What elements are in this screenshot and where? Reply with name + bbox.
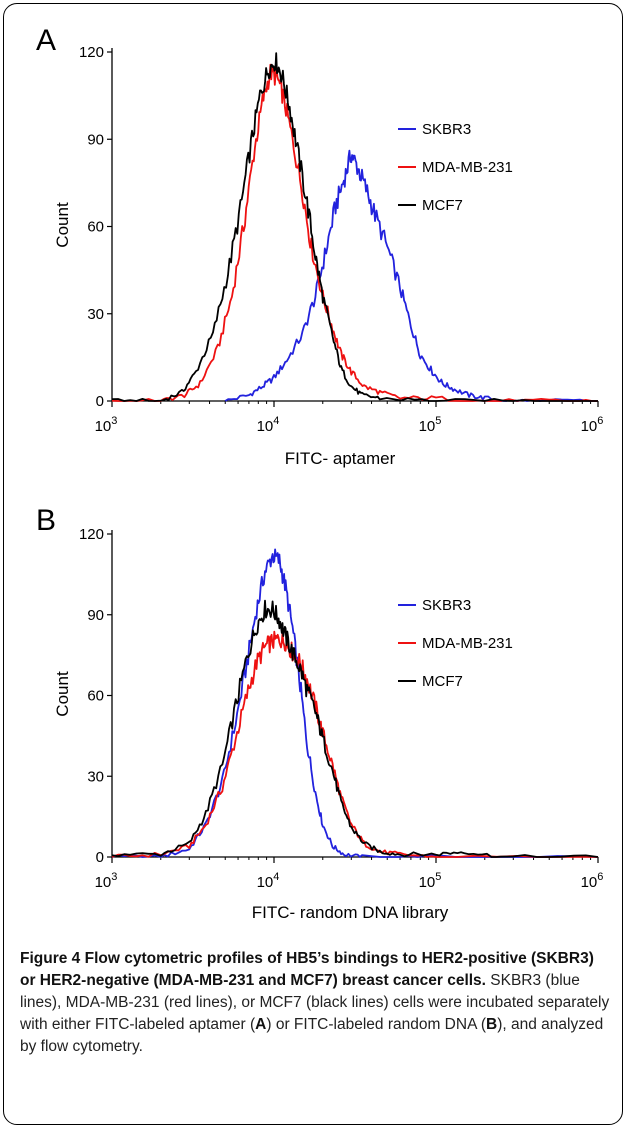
caption-ref-b: B	[486, 1016, 498, 1033]
caption-text-3: ), and analyzed by flow cytometry.	[20, 1016, 604, 1055]
caption-text-1: SKBR3 (blue lines), MDA-MB-231 (red line…	[20, 972, 610, 1033]
y-tick-label: 60	[87, 688, 104, 705]
legend-label: MDA-MB-231	[422, 635, 513, 652]
y-tick-label: 120	[79, 44, 104, 61]
x-tick-label: 105	[419, 415, 442, 435]
x-tick-label: 103	[95, 415, 118, 435]
legend-label: SKBR3	[422, 121, 471, 138]
x-tick-label: 106	[581, 415, 604, 435]
y-axis-label: Count	[53, 671, 72, 717]
x-tick-label: 104	[257, 415, 280, 435]
legend-label: MCF7	[422, 197, 463, 214]
series-line-mda-mb-231	[111, 630, 599, 858]
x-tick-label: 105	[419, 871, 442, 891]
legend-label: MCF7	[422, 673, 463, 690]
series-line-skbr3	[111, 548, 599, 858]
caption-title: Figure 4 Flow cytometric profiles of HB5…	[20, 950, 594, 989]
chart-panel-b: B 0 30 60 90 120 103 104 105 106 FITC- random DNA …	[36, 504, 603, 922]
y-tick-label: 30	[87, 306, 104, 323]
series-line-mda-mb-231	[111, 63, 598, 402]
series-line-mcf7	[111, 599, 599, 858]
caption-text-2: ) or FITC-labeled random DNA (	[266, 1016, 487, 1033]
panel-label: B	[36, 504, 56, 537]
series-line-skbr3	[224, 149, 598, 402]
caption-ref-a: A	[255, 1016, 267, 1033]
figure-caption: Figure 4 Flow cytometric profiles of HB5…	[20, 948, 610, 1058]
figure-charts: A 0 30 60 90 120 103 104 105 106 FITC- aptamer Coun…	[36, 24, 603, 922]
legend-label: SKBR3	[422, 597, 471, 614]
figure-frame	[3, 3, 623, 1125]
x-axis-label: FITC- random DNA library	[252, 903, 449, 922]
chart-panel-a: A 0 30 60 90 120 103 104 105 106 FITC- aptamer Coun…	[36, 24, 603, 468]
x-axis-label: FITC- aptamer	[285, 449, 396, 468]
y-tick-label: 0	[96, 849, 104, 866]
y-tick-label: 120	[79, 526, 104, 543]
x-tick-label: 103	[95, 871, 118, 891]
y-tick-label: 30	[87, 768, 104, 785]
y-axis-label: Count	[53, 202, 72, 248]
y-tick-label: 90	[87, 131, 104, 148]
x-tick-label: 106	[581, 871, 604, 891]
panel-label: A	[36, 24, 56, 57]
legend-label: MDA-MB-231	[422, 159, 513, 176]
series-line-mcf7	[111, 52, 598, 402]
y-tick-label: 0	[96, 393, 104, 410]
y-tick-label: 60	[87, 219, 104, 236]
y-tick-label: 90	[87, 607, 104, 624]
x-tick-label: 104	[257, 871, 280, 891]
